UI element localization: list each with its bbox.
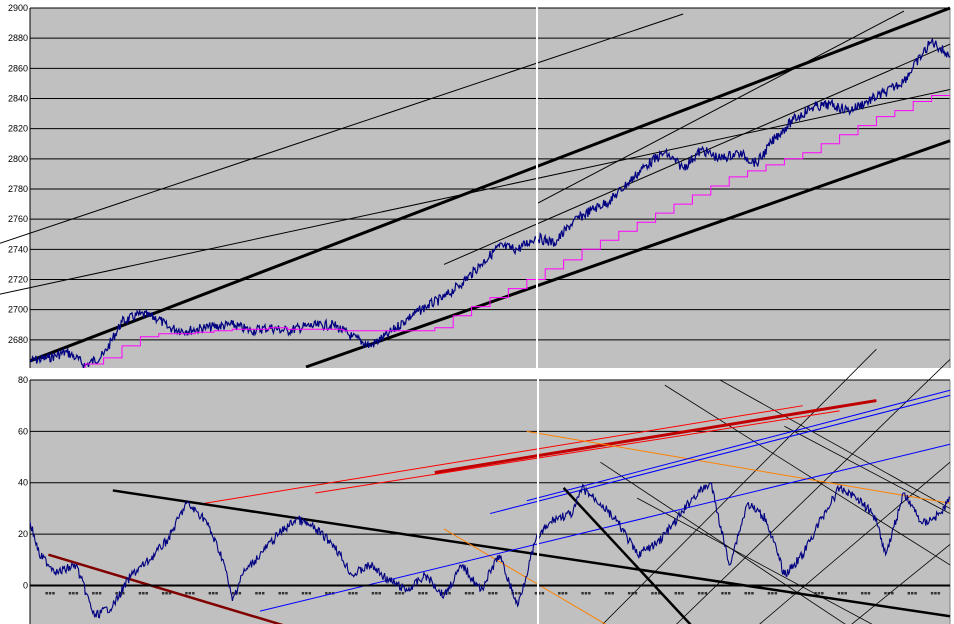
y-tick-label: 2720 xyxy=(8,275,28,285)
oscillator-series-line xyxy=(29,481,951,619)
top-y-axis: 2900 2880 2860 2840 2820 2800 2780 2760 2740 2720… xyxy=(8,3,951,370)
y-tick-label: 0 xyxy=(23,580,28,590)
x-tick-mark: ▪▪▪ xyxy=(767,590,777,596)
x-tick-mark: ▪▪▪ xyxy=(651,590,661,596)
top-trendlines xyxy=(0,6,951,369)
x-tick-mark: ▪▪▪ xyxy=(511,590,521,596)
y-tick-label: 60 xyxy=(18,426,28,436)
x-tick-mark: ▪▪▪ xyxy=(255,590,265,596)
x-tick-mark: ▪▪▪ xyxy=(861,590,871,596)
x-tick-mark: ▪▪▪ xyxy=(697,590,707,596)
y-tick-label: 20 xyxy=(18,529,28,539)
x-tick-mark: ▪▪▪ xyxy=(185,590,195,596)
bottom-overlay-lines xyxy=(30,389,951,624)
bottom-series xyxy=(29,481,951,619)
x-tick-mark: ▪▪▪ xyxy=(837,590,847,596)
x-tick-mark: ▪▪▪ xyxy=(884,590,894,596)
x-tick-mark: ▪▪▪ xyxy=(418,590,428,596)
x-tick-mark: ▪▪▪ xyxy=(138,590,148,596)
x-tick-mark: ▪▪▪ xyxy=(744,590,754,596)
top-gridlines xyxy=(30,7,950,341)
x-tick-mark: ▪▪▪ xyxy=(45,590,55,596)
y-tick-label: 2680 xyxy=(8,335,28,345)
x-tick-mark: ▪▪▪ xyxy=(92,590,102,596)
bottom-diagonal-grid xyxy=(600,348,951,624)
y-tick-label: 2880 xyxy=(8,33,28,43)
x-tick-mark: ▪▪▪ xyxy=(371,590,381,596)
y-tick-label: 2760 xyxy=(8,214,28,224)
overlay-line xyxy=(562,487,692,624)
trendline-light xyxy=(0,88,951,295)
x-tick-mark: ▪▪▪ xyxy=(162,590,172,596)
overlay-line xyxy=(526,389,951,502)
y-tick-label: 2780 xyxy=(8,184,28,194)
overlay-line xyxy=(48,553,284,624)
top-price-panel: 2900 2880 2860 2840 2820 2800 2780 2760 2740 2720… xyxy=(0,3,951,371)
panel-gap xyxy=(0,368,954,376)
diagonal-guide-line xyxy=(719,379,951,509)
overlay-line xyxy=(434,399,877,474)
trendline-light xyxy=(0,13,684,244)
diagonal-guide-line xyxy=(759,461,951,624)
x-tick-mark: ▪▪▪ xyxy=(348,590,358,596)
x-tick-mark: ▪▪▪ xyxy=(488,590,498,596)
x-tick-mark: ▪▪▪ xyxy=(581,590,591,596)
x-tick-mark: ▪▪▪ xyxy=(395,590,405,596)
x-tick-mark: ▪▪▪ xyxy=(930,590,940,596)
x-tick-mark: ▪▪▪ xyxy=(464,590,474,596)
bottom-y-axis: 80 60 40 20 0 xyxy=(18,375,951,624)
x-tick-mark: ▪▪▪ xyxy=(301,590,311,596)
overlay-line xyxy=(526,430,951,504)
y-tick-label: 2740 xyxy=(8,244,28,254)
x-tick-mark: ▪▪▪ xyxy=(68,590,78,596)
trendline-light xyxy=(535,10,905,205)
overlay-line xyxy=(204,405,803,504)
y-tick-label: 2700 xyxy=(8,305,28,315)
x-tick-mark: ▪▪▪ xyxy=(534,590,544,596)
y-tick-label: 2800 xyxy=(8,154,28,164)
x-tick-mark: ▪▪▪ xyxy=(721,590,731,596)
x-tick-mark: ▪▪▪ xyxy=(325,590,335,596)
x-tick-mark: ▪▪▪ xyxy=(208,590,218,596)
overlay-line xyxy=(259,443,951,612)
y-tick-label: 2860 xyxy=(8,63,28,73)
overlay-line xyxy=(443,528,607,624)
x-tick-mark: ▪▪▪ xyxy=(558,590,568,596)
overlay-line xyxy=(489,394,951,515)
price-series-line xyxy=(29,38,951,369)
y-tick-label: 40 xyxy=(18,478,28,488)
x-tick-mark: ▪▪▪ xyxy=(907,590,917,596)
diagonal-guide-line xyxy=(602,348,877,624)
y-tick-label: 2840 xyxy=(8,94,28,104)
y-tick-label: 2900 xyxy=(8,3,28,13)
bottom-plot-background xyxy=(30,380,950,624)
x-tick-mark: ▪▪▪ xyxy=(628,590,638,596)
x-tick-mark: ▪▪▪ xyxy=(674,590,684,596)
x-tick-mark: ▪▪▪ xyxy=(814,590,824,596)
overlay-line xyxy=(315,410,840,494)
diagonal-guide-line xyxy=(664,384,951,566)
bottom-oscillator-panel: 80 60 40 20 0 ▪▪▪ ▪▪▪ ▪▪▪ ▪▪▪ ▪▪▪ ▪▪▪ ▪▪▪ ▪▪▪ ▪▪▪ ▪▪▪… xyxy=(18,348,954,624)
x-tick-mark: ▪▪▪ xyxy=(278,590,288,596)
trendline-heavy xyxy=(305,139,951,369)
y-tick-label: 80 xyxy=(18,375,28,385)
x-tick-mark: ▪▪▪ xyxy=(604,590,614,596)
y-tick-label: 2820 xyxy=(8,124,28,134)
